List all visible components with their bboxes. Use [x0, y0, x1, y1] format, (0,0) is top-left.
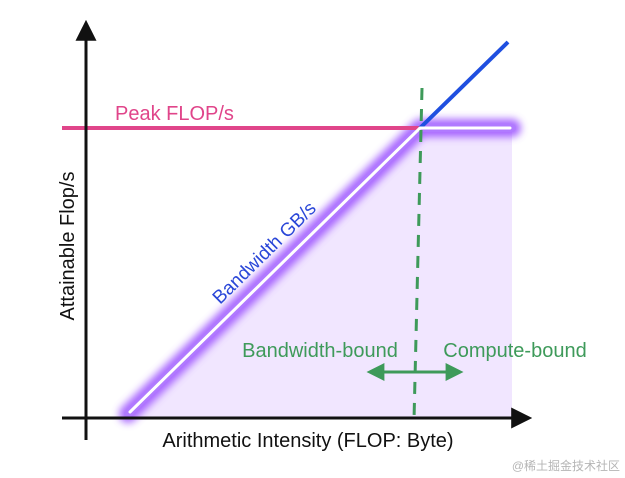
y-axis-label: Attainable Flop/s [57, 172, 79, 321]
peak-flops-label: Peak FLOP/s [115, 103, 234, 125]
roofline [128, 126, 512, 414]
bandwidth-extension-line [418, 40, 510, 130]
bandwidth-bound-label: Bandwidth-bound [242, 340, 398, 362]
x-axis-label: Arithmetic Intensity (FLOP: Byte) [162, 430, 453, 452]
watermark: @稀土掘金技术社区 [512, 458, 620, 473]
compute-bound-label: Compute-bound [443, 340, 586, 362]
attainable-region [128, 128, 512, 418]
